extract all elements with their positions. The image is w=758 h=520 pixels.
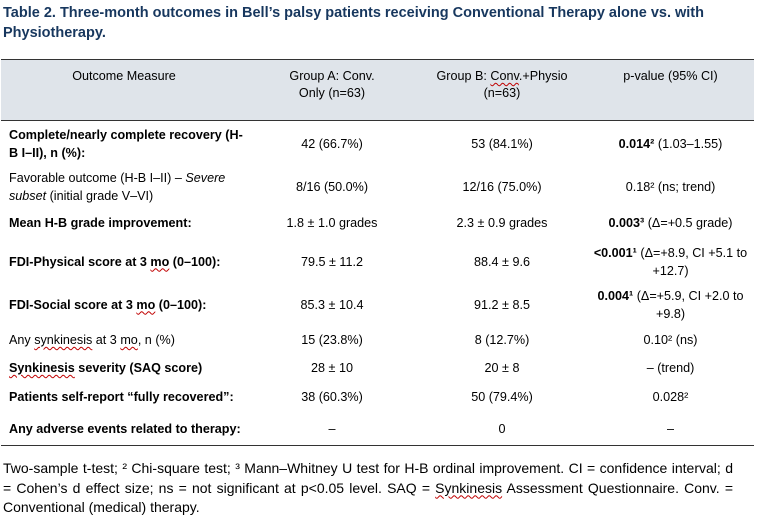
- table-row: Patients self-report “fully recovered”: …: [1, 382, 754, 413]
- p-value-cell: – (trend): [646, 361, 695, 375]
- group-b-cell: 8 (12.7%): [474, 333, 530, 347]
- measure-cell: FDI-Physical score at 3 mo (0–100):: [9, 254, 221, 269]
- group-b-cell: 12/16 (75.0%): [462, 179, 542, 194]
- p-value-cell: –: [587, 412, 754, 446]
- table-header-row: Outcome Measure Group A: Conv. Only (n=63…: [1, 59, 754, 121]
- measure-cell: Mean H-B grade improvement:: [9, 216, 192, 230]
- group-a-cell: 8/16 (50.0%): [295, 179, 369, 194]
- group-b-cell: 91.2 ± 8.5: [474, 297, 530, 312]
- p-value-cell: 0.028²: [652, 390, 689, 404]
- group-a-cell: 1.8 ± 1.0 grades: [286, 216, 378, 230]
- group-a-cell: 15 (23.8%): [301, 333, 363, 347]
- outcomes-table: Outcome Measure Group A: Conv. Only (n=63…: [1, 59, 754, 446]
- group-a-cell: 38 (60.3%): [301, 390, 363, 404]
- p-value-cell: 0.004¹ (Δ=+5.9, CI +2.0 to +9.8): [597, 288, 744, 321]
- group-a-cell: 79.5 ± 11.2: [301, 254, 363, 269]
- p-value-cell: 0.10² (ns): [643, 333, 698, 347]
- group-a-cell: 42 (66.7%): [301, 136, 363, 151]
- p-value-cell: 0.014² (1.03–1.55): [618, 136, 723, 151]
- table-row: FDI-Social score at 3 mo (0–100): 85.3 ±…: [1, 284, 754, 326]
- table-row: Any adverse events related to therapy: –…: [1, 412, 754, 446]
- table-row: Mean H-B grade improvement: 1.8 ± 1.0 gr…: [1, 207, 754, 240]
- p-value-cell: <0.001¹ (Δ=+8.9, CI +5.1 to +12.7): [593, 245, 748, 278]
- header-group-b: Group B: Conv.+Physio (n=63): [417, 59, 587, 121]
- table-footnote: Two-sample t-test; ² Chi-square test; ³ …: [3, 460, 733, 515]
- table-row: FDI-Physical score at 3 mo (0–100): 79.5…: [1, 240, 754, 284]
- p-value-cell: 0.003³ (Δ=+0.5 grade): [608, 216, 733, 230]
- table-row: Favorable outcome (H-B I–II) – Severe sub…: [1, 167, 754, 207]
- table-row: Synkinesis severity (SAQ score) 28 ± 10 …: [1, 355, 754, 382]
- group-b-cell: 88.4 ± 9.6: [474, 254, 530, 269]
- measure-cell: Synkinesis severity (SAQ score): [9, 361, 203, 375]
- measure-cell: FDI-Social score at 3 mo (0–100):: [9, 297, 207, 312]
- group-b-cell: 0: [417, 412, 587, 446]
- group-b-cell: 20 ± 8: [484, 361, 520, 375]
- header-group-a: Group A: Conv. Only (n=63): [247, 59, 417, 121]
- header-p-value: p-value (95% CI): [587, 59, 754, 121]
- group-b-cell: 2.3 ± 0.9 grades: [456, 216, 548, 230]
- group-b-cell: 50 (79.4%): [471, 390, 533, 404]
- measure-cell: Patients self-report “fully recovered”:: [9, 390, 234, 404]
- header-outcome-measure: Outcome Measure: [1, 59, 247, 121]
- group-a-cell: 85.3 ± 10.4: [300, 297, 364, 312]
- group-a-cell: 28 ± 10: [311, 361, 353, 375]
- measure-cell: Complete/nearly complete recovery (H-B I…: [9, 127, 243, 160]
- measure-cell: Any synkinesis at 3 mo, n (%): [9, 333, 175, 347]
- measure-cell: Any adverse events related to therapy:: [1, 412, 247, 446]
- group-b-cell: 53 (84.1%): [471, 136, 533, 151]
- table-row: Complete/nearly complete recovery (H-B I…: [1, 121, 754, 167]
- table-title: Table 2. Three-month outcomes in Bell’s …: [3, 5, 704, 41]
- group-a-cell: –: [247, 412, 417, 446]
- measure-cell: Favorable outcome (H-B I–II) – Severe sub…: [9, 170, 226, 203]
- table-row: Any synkinesis at 3 mo, n (%) 15 (23.8%)…: [1, 326, 754, 355]
- p-value-cell: 0.18² (ns; trend): [625, 179, 716, 194]
